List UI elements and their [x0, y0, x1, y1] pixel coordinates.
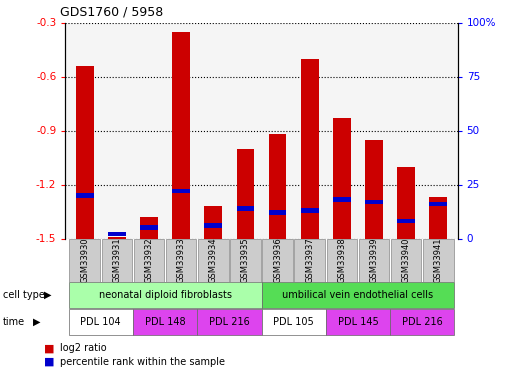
Text: umbilical vein endothelial cells: umbilical vein endothelial cells: [282, 290, 434, 300]
Bar: [108, 237, 126, 238]
Bar: [294, 238, 325, 282]
Bar: [359, 238, 389, 282]
Text: time: time: [3, 317, 25, 327]
Bar: [333, 197, 351, 202]
Bar: [69, 309, 133, 335]
Text: PDL 216: PDL 216: [402, 317, 442, 327]
Bar: [397, 219, 415, 224]
Text: PDL 148: PDL 148: [145, 317, 185, 327]
Bar: [140, 217, 158, 238]
Bar: [76, 66, 94, 238]
Text: PDL 216: PDL 216: [209, 317, 249, 327]
Bar: [236, 148, 254, 238]
Bar: [204, 223, 222, 228]
Bar: [172, 189, 190, 193]
Bar: [397, 166, 415, 238]
Bar: [301, 208, 319, 213]
Text: GSM33936: GSM33936: [273, 237, 282, 283]
Bar: [365, 200, 383, 204]
Bar: [390, 309, 454, 335]
Bar: [262, 282, 454, 308]
Bar: [204, 206, 222, 238]
Bar: [172, 32, 190, 239]
Text: ▶: ▶: [44, 290, 52, 300]
Bar: [333, 118, 351, 238]
Bar: [429, 202, 447, 206]
Text: PDL 104: PDL 104: [81, 317, 121, 327]
Bar: [301, 58, 319, 238]
Bar: [236, 206, 254, 210]
Bar: [101, 238, 132, 282]
Text: ■: ■: [44, 357, 55, 367]
Bar: [230, 238, 260, 282]
Text: GDS1760 / 5958: GDS1760 / 5958: [60, 6, 163, 19]
Text: GSM33939: GSM33939: [370, 237, 379, 283]
Bar: [326, 309, 390, 335]
Text: ▶: ▶: [33, 317, 40, 327]
Text: GSM33940: GSM33940: [402, 237, 411, 283]
Text: PDL 105: PDL 105: [274, 317, 314, 327]
Text: GSM33941: GSM33941: [434, 237, 443, 283]
Bar: [365, 140, 383, 238]
Text: PDL 145: PDL 145: [337, 317, 378, 327]
Bar: [262, 309, 326, 335]
Bar: [133, 309, 197, 335]
Bar: [423, 238, 453, 282]
Text: percentile rank within the sample: percentile rank within the sample: [60, 357, 225, 367]
Bar: [76, 193, 94, 198]
Text: ■: ■: [44, 343, 55, 353]
Bar: [391, 238, 422, 282]
Bar: [134, 238, 164, 282]
Bar: [69, 282, 262, 308]
Text: GSM33933: GSM33933: [177, 237, 186, 283]
Bar: [166, 238, 197, 282]
Bar: [198, 238, 229, 282]
Bar: [197, 309, 262, 335]
Text: neonatal diploid fibroblasts: neonatal diploid fibroblasts: [98, 290, 232, 300]
Text: GSM33934: GSM33934: [209, 237, 218, 283]
Text: GSM33935: GSM33935: [241, 237, 250, 283]
Text: log2 ratio: log2 ratio: [60, 343, 107, 353]
Bar: [140, 225, 158, 230]
Text: GSM33931: GSM33931: [112, 237, 121, 283]
Bar: [263, 238, 293, 282]
Bar: [269, 134, 287, 238]
Bar: [326, 238, 357, 282]
Bar: [70, 238, 100, 282]
Text: GSM33930: GSM33930: [80, 237, 89, 283]
Text: GSM33932: GSM33932: [144, 237, 153, 283]
Bar: [108, 232, 126, 236]
Text: GSM33937: GSM33937: [305, 237, 314, 283]
Bar: [429, 197, 447, 238]
Text: GSM33938: GSM33938: [337, 237, 346, 283]
Text: cell type: cell type: [3, 290, 44, 300]
Bar: [269, 210, 287, 215]
